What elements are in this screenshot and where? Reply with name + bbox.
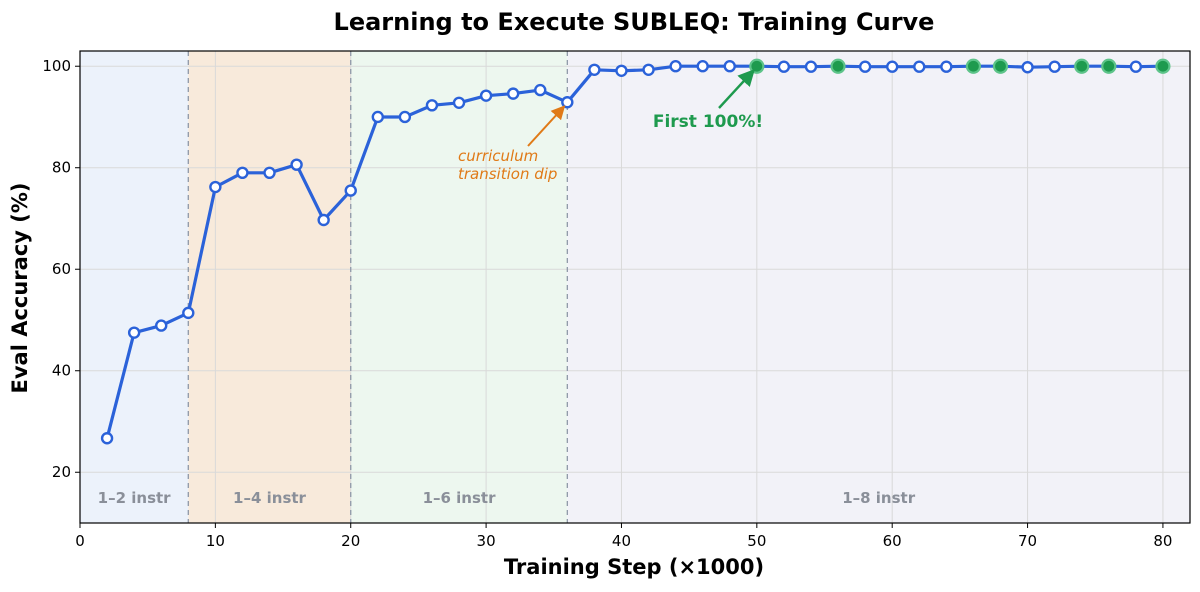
dip-annotation-text: curriculum (458, 147, 538, 165)
data-point (723, 60, 736, 73)
x-tick-label: 0 (75, 532, 85, 550)
data-point (425, 99, 439, 112)
perfect-score-point (965, 58, 982, 74)
data-point (1048, 60, 1061, 73)
data-point (344, 184, 357, 197)
region-band-3 (350, 51, 568, 523)
data-point (290, 158, 303, 171)
perfect-score-point (1074, 58, 1090, 74)
data-point (236, 166, 249, 180)
data-point (588, 63, 601, 76)
dip-arrow (527, 105, 566, 147)
data-point (534, 83, 547, 97)
region-band-2 (188, 51, 351, 523)
first-perfect-arrow (718, 68, 755, 109)
data-point (669, 60, 682, 73)
region-band-1 (80, 51, 189, 523)
x-axis-label: Training Step (×1000) (504, 555, 764, 579)
data-point (479, 89, 493, 102)
curriculum-boundaries (187, 51, 568, 523)
y-tick-label: 40 (52, 362, 71, 380)
data-point (1021, 61, 1034, 74)
data-point (642, 63, 655, 76)
x-axis-ticks: 0 10 20 30 40 50 60 70 80 (75, 523, 1172, 550)
data-point (398, 110, 412, 124)
y-tick-label: 20 (52, 463, 71, 481)
y-tick-label: 100 (42, 57, 71, 75)
perfect-score-point (992, 58, 1009, 74)
x-tick-label: 60 (883, 532, 902, 550)
data-point (182, 306, 195, 320)
perfect-score-point (1155, 58, 1171, 74)
data-point (209, 180, 222, 194)
data-point (506, 87, 520, 100)
x-tick-label: 10 (206, 532, 225, 550)
region-label-3: 1–6 instr (423, 489, 497, 507)
data-point (885, 60, 899, 73)
x-tick-label: 40 (612, 532, 631, 550)
curriculum-regions (80, 51, 1190, 523)
data-points (100, 58, 1171, 445)
y-axis-ticks: 20 40 60 80 100 (42, 57, 80, 481)
series-line (105, 64, 1163, 439)
region-band-4 (567, 51, 1190, 523)
perfect-score-point (1101, 58, 1117, 74)
plot-frame (79, 50, 1191, 524)
region-label-1: 1–2 instr (98, 489, 172, 507)
y-tick-label: 80 (52, 159, 71, 177)
data-point (263, 166, 276, 180)
data-point (100, 432, 114, 445)
x-tick-label: 50 (747, 532, 766, 550)
region-label-2: 1–4 instr (233, 489, 307, 507)
data-point (155, 319, 168, 332)
data-point (127, 326, 141, 339)
data-point (317, 213, 330, 227)
data-point (452, 96, 466, 109)
dip-annotation-text: transition dip (458, 165, 557, 183)
data-point (615, 64, 628, 77)
data-point (777, 60, 791, 73)
chart-title: Learning to Execute SUBLEQ: Training Cur… (334, 8, 935, 36)
x-tick-label: 30 (477, 532, 496, 550)
region-labels: 1–2 instr 1–4 instr 1–6 instr 1–8 instr (98, 489, 916, 507)
accuracy-line (105, 64, 1163, 439)
x-tick-label: 80 (1153, 532, 1172, 550)
data-point (371, 110, 385, 124)
first-perfect-annotation-text: First 100%! (653, 112, 763, 132)
data-point (561, 96, 574, 109)
x-tick-label: 70 (1018, 532, 1037, 550)
data-point (940, 60, 953, 73)
data-point (913, 60, 926, 73)
data-point (1129, 60, 1143, 73)
data-point (858, 60, 872, 73)
y-tick-label: 60 (52, 260, 71, 278)
data-point (804, 60, 818, 73)
x-tick-label: 20 (341, 532, 360, 550)
data-point (696, 60, 709, 73)
perfect-score-point (830, 58, 846, 74)
region-label-4: 1–8 instr (842, 489, 916, 507)
y-axis-label: Eval Accuracy (%) (8, 182, 32, 393)
grid (79, 51, 1190, 523)
